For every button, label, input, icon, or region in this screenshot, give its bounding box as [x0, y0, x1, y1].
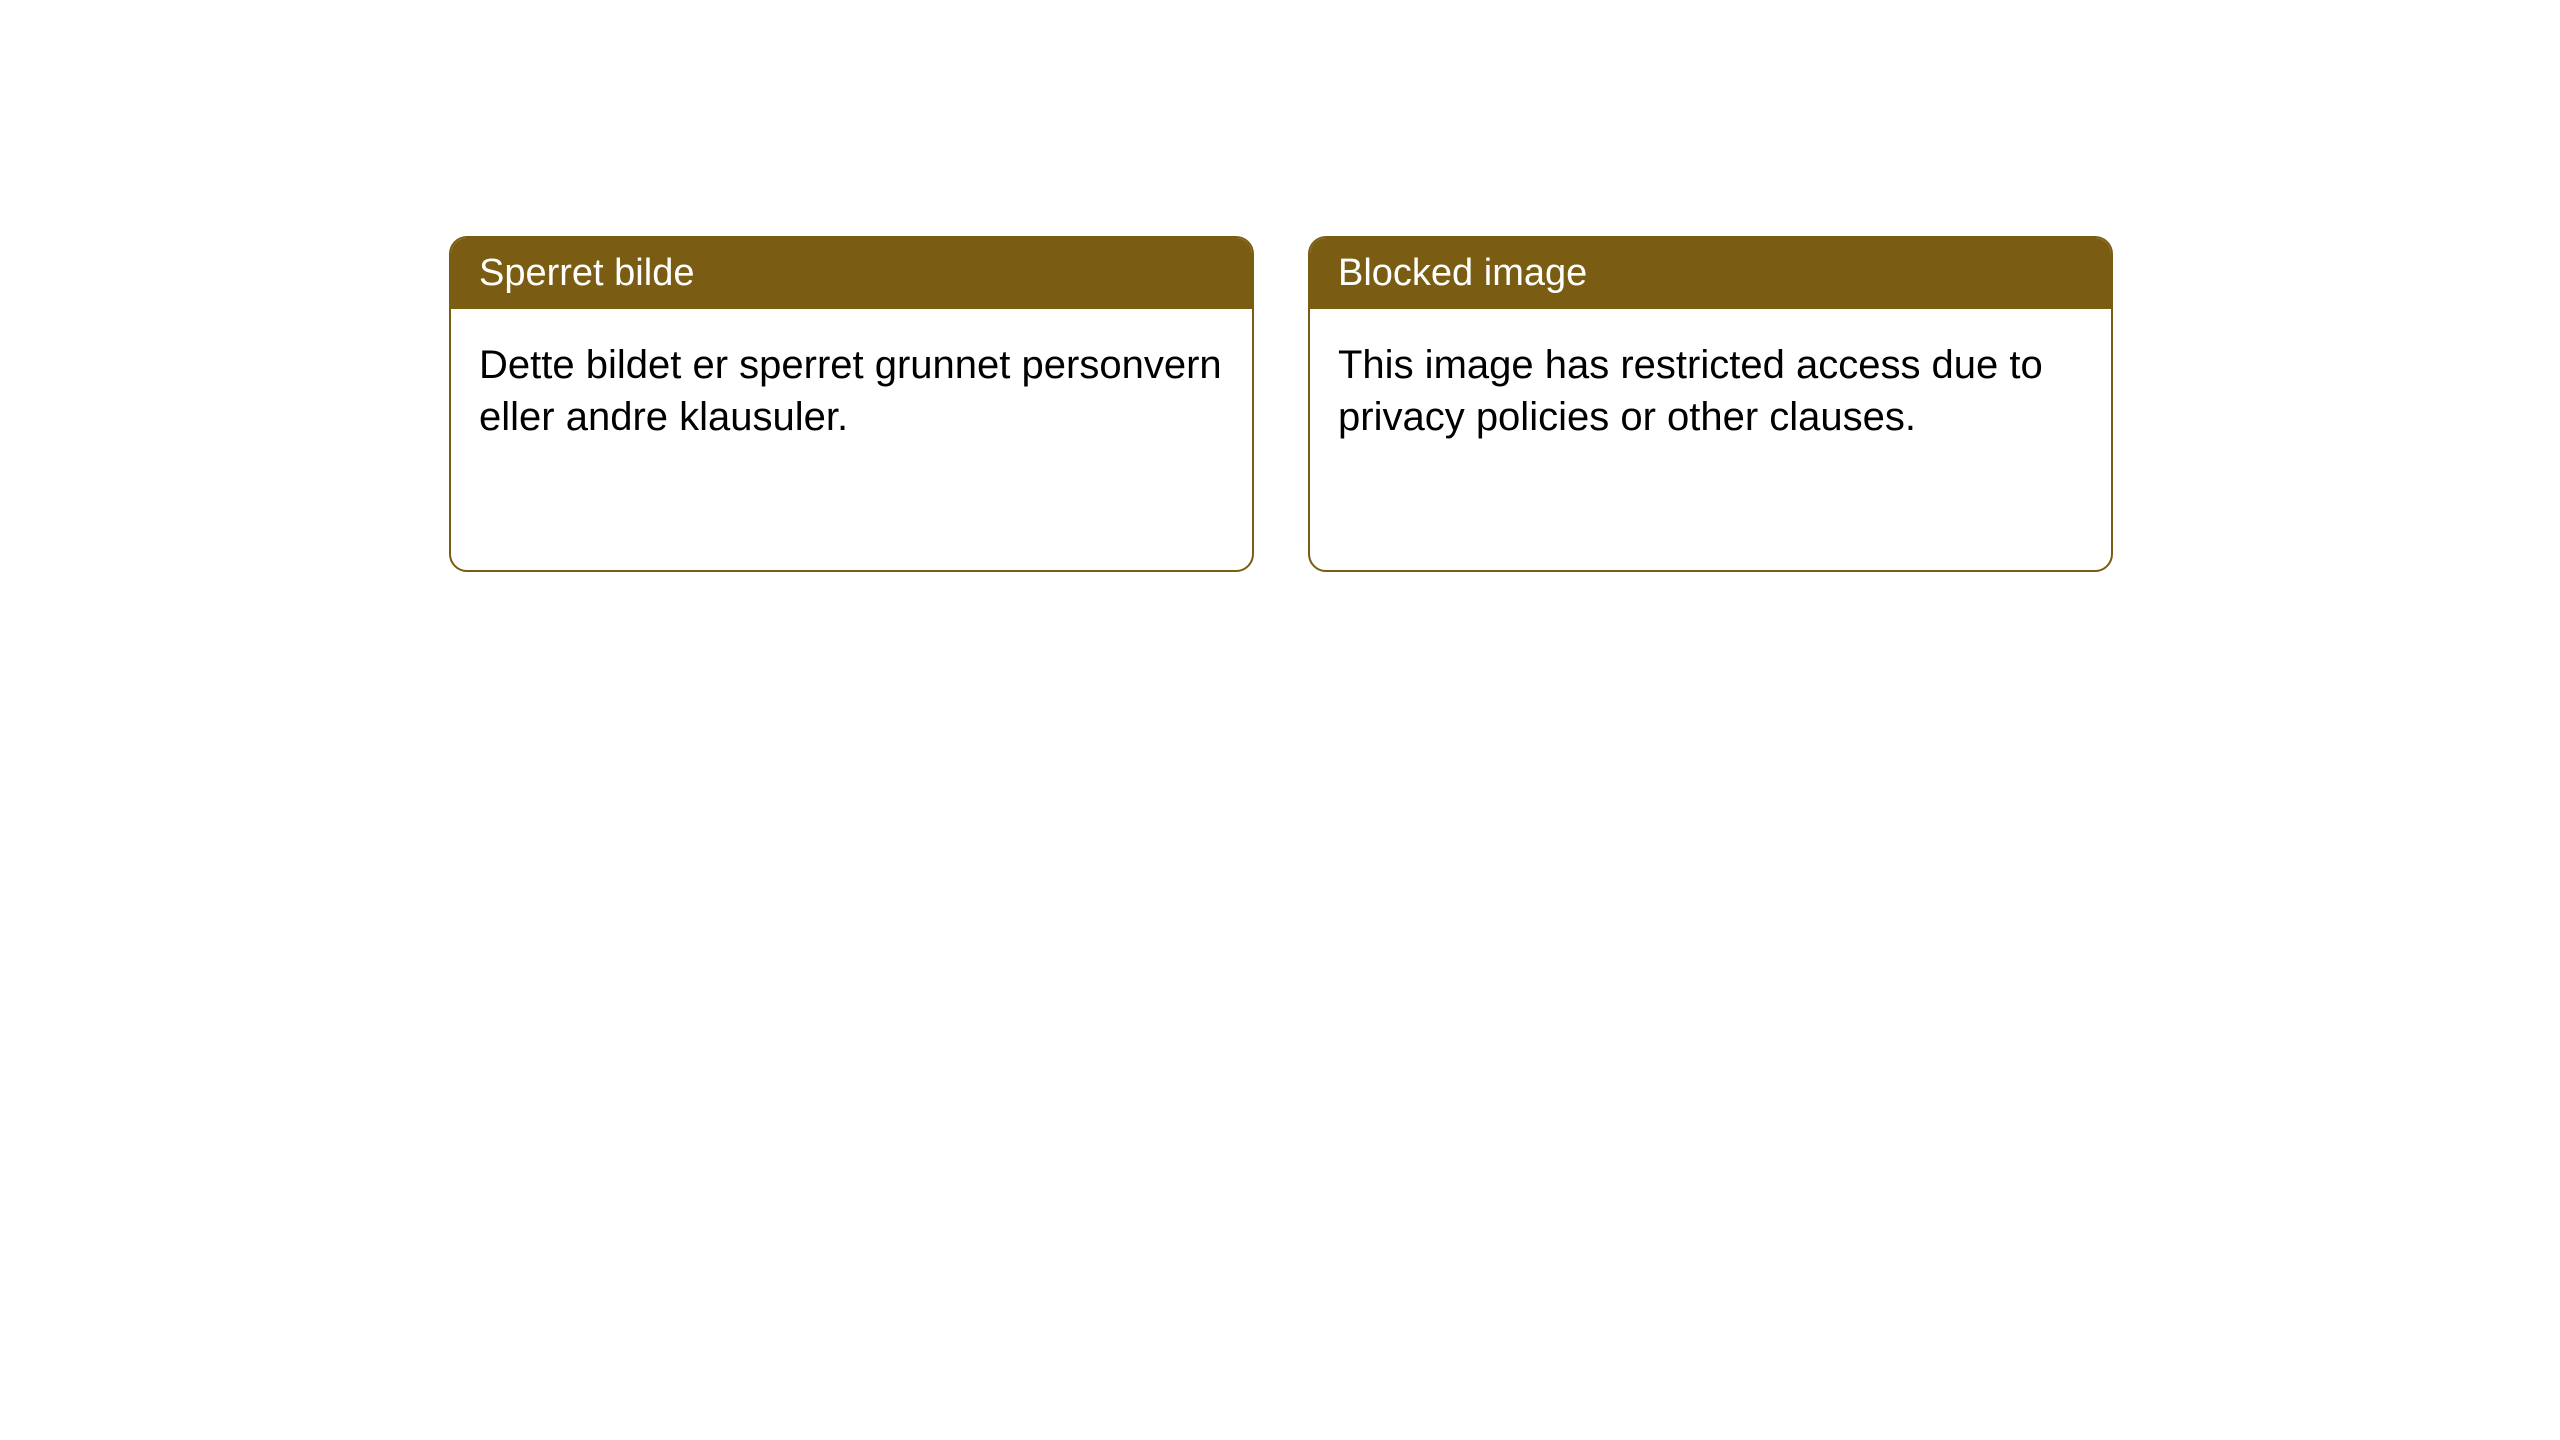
notice-cards-container: Sperret bilde Dette bildet er sperret gr…: [449, 236, 2113, 572]
notice-card-title: Sperret bilde: [451, 238, 1252, 309]
notice-card-body: This image has restricted access due to …: [1310, 309, 2111, 473]
notice-card-body: Dette bildet er sperret grunnet personve…: [451, 309, 1252, 473]
notice-card-english: Blocked image This image has restricted …: [1308, 236, 2113, 572]
notice-card-norwegian: Sperret bilde Dette bildet er sperret gr…: [449, 236, 1254, 572]
notice-card-title: Blocked image: [1310, 238, 2111, 309]
